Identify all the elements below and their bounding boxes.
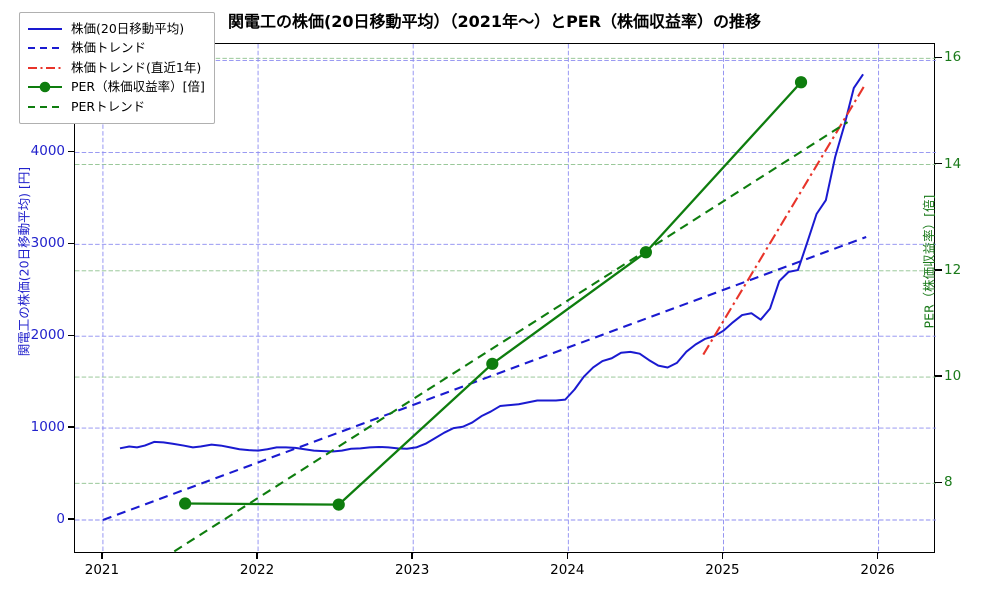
legend-swatch-icon bbox=[27, 40, 63, 56]
legend-label: PERトレンド bbox=[71, 98, 146, 114]
legend-swatch-icon bbox=[27, 79, 63, 95]
data-point-marker bbox=[639, 246, 652, 259]
series-markers bbox=[179, 76, 808, 511]
x-tick-label: 2022 bbox=[239, 562, 275, 578]
legend-label: 株価(20日移動平均) bbox=[71, 20, 185, 36]
x-tick-mark bbox=[101, 553, 103, 559]
y-tick-label-left: 0 bbox=[56, 511, 65, 527]
y-tick-mark-right bbox=[935, 481, 942, 484]
y-tick-mark-left bbox=[68, 334, 74, 336]
x-tick-label: 2025 bbox=[705, 562, 740, 578]
plot-canvas bbox=[75, 44, 936, 554]
y-tick-label-right: 16 bbox=[944, 49, 962, 66]
grid-lines-horizontal-left bbox=[75, 60, 936, 521]
legend-swatch-icon bbox=[27, 99, 63, 115]
y-tick-mark-left bbox=[68, 150, 74, 153]
x-tick-label: 2023 bbox=[395, 562, 430, 578]
series-line-0 bbox=[119, 73, 864, 453]
y-tick-mark-right bbox=[935, 269, 942, 271]
y-tick-label-left: 4000 bbox=[30, 143, 65, 160]
data-point-marker bbox=[794, 76, 808, 89]
y-axis-right-label: PER（株価収益率）[倍] bbox=[921, 194, 937, 329]
grid-lines-vertical bbox=[102, 44, 880, 554]
x-tick-label: 2026 bbox=[860, 562, 895, 578]
y-tick-label-left: 2000 bbox=[30, 327, 65, 344]
legend-item[interactable]: 株価トレンド(直近1年) bbox=[27, 58, 205, 78]
x-tick-label: 2024 bbox=[550, 562, 585, 578]
y-tick-mark-right bbox=[935, 56, 942, 59]
y-tick-mark-left bbox=[68, 518, 74, 520]
series-line-3 bbox=[185, 81, 802, 506]
legend-item[interactable]: 株価トレンド bbox=[27, 39, 205, 59]
y-tick-label-right: 10 bbox=[944, 368, 962, 385]
chart-legend: 株価(20日移動平均) 株価トレンド株価トレンド(直近1年) PER（株価収益率）[… bbox=[19, 12, 215, 124]
legend-label: 株価トレンド(直近1年) bbox=[71, 59, 202, 75]
data-point-marker bbox=[332, 498, 345, 511]
x-tick-mark bbox=[566, 553, 569, 559]
y-tick-label-right: 14 bbox=[944, 155, 962, 172]
series-lines bbox=[102, 73, 867, 553]
x-tick-mark bbox=[876, 553, 879, 559]
legend-item[interactable]: PER（株価収益率）[倍] bbox=[27, 78, 205, 98]
x-tick-mark bbox=[411, 553, 413, 559]
y-tick-mark-left bbox=[68, 426, 74, 428]
y-tick-label-right: 12 bbox=[944, 261, 962, 278]
legend-item[interactable]: 株価(20日移動平均) bbox=[27, 19, 205, 39]
data-point-marker bbox=[179, 497, 192, 510]
plot-area bbox=[74, 43, 936, 554]
y-tick-label-left: 3000 bbox=[30, 235, 65, 252]
y-tick-mark-left bbox=[68, 242, 74, 244]
chart-title: 関電工の株価(20日移動平均）（2021年〜）とPER（株価収益率）の推移 bbox=[227, 12, 762, 31]
series-line-1 bbox=[102, 235, 867, 521]
y-tick-label-left: 1000 bbox=[30, 419, 65, 436]
legend-swatch-icon bbox=[27, 21, 63, 37]
data-point-marker bbox=[486, 357, 499, 370]
x-tick-label: 2021 bbox=[84, 562, 120, 578]
y-tick-mark-right bbox=[935, 375, 942, 377]
series-line-4 bbox=[173, 121, 849, 553]
x-tick-mark bbox=[721, 553, 724, 559]
legend-label: PER（株価収益率）[倍] bbox=[71, 79, 205, 94]
series-line-2 bbox=[702, 84, 866, 356]
legend-swatch-icon bbox=[27, 60, 63, 76]
y-tick-mark-right bbox=[935, 162, 942, 165]
y-tick-label-right: 8 bbox=[944, 474, 953, 491]
legend-label: 株価トレンド bbox=[71, 40, 147, 55]
legend-item[interactable]: PERトレンド bbox=[27, 97, 205, 117]
x-tick-mark bbox=[256, 553, 258, 559]
